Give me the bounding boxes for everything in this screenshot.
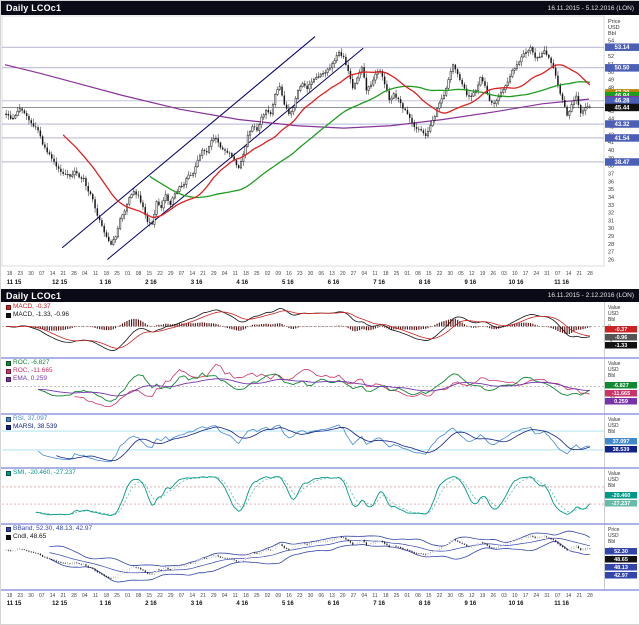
rsi-series-swatch-icon — [6, 424, 11, 430]
bband-series-label: Cndl, 48.65 — [13, 533, 47, 540]
roc-series-label: ROC, -6.827 — [13, 359, 50, 366]
roc-series-swatch-icon — [6, 376, 11, 382]
bband-series-label: BBand, 52.30, 48.13, 42.97 — [13, 525, 93, 532]
legend-item-rsi-1: MARSI, 38.539 — [6, 423, 57, 431]
roc-series-swatch-icon — [6, 368, 11, 374]
rsi-series-label: RSI, 37.097 — [13, 415, 48, 422]
indicator-chart-title: Daily LCOc1 — [6, 290, 62, 301]
indicator-chart-header: Daily LCOc1 16.11.2015 - 2.12.2016 (LON) — [1, 289, 639, 302]
legend-item-rsi-0: RSI, 37.097 — [6, 415, 57, 423]
smi-series-label: SMI, -20.460, -27.237 — [13, 469, 76, 476]
bband-series-swatch-icon — [6, 534, 11, 540]
indicator-chart-canvas[interactable] — [1, 302, 639, 608]
rsi-series-label: MARSI, 38.539 — [13, 423, 58, 430]
legend-item-macd-0: MACD, -0.37 — [6, 303, 69, 311]
legend-rsi: RSI, 37.097 MARSI, 38.539 — [6, 415, 57, 431]
roc-series-label: EMA, 0.259 — [13, 375, 47, 382]
price-chart-date-range: 16.11.2015 - 5.12.2016 (LON) — [547, 4, 634, 12]
legend-item-macd-1: MACD, -1.33, -0.96 — [6, 311, 69, 319]
smi-series-swatch-icon — [6, 470, 11, 476]
macd-series-label: MACD, -0.37 — [13, 303, 51, 310]
bband-series-swatch-icon — [6, 526, 11, 532]
roc-series-label: ROC, -11.665 — [13, 367, 53, 374]
rsi-series-swatch-icon — [6, 416, 11, 422]
indicator-chart-date-range: 16.11.2015 - 2.12.2016 (LON) — [547, 292, 634, 299]
macd-series-swatch-icon — [6, 304, 11, 310]
legend-roc: ROC, -6.827 ROC, -11.665 EMA, 0.259 — [6, 359, 53, 383]
legend-item-bband-1: Cndl, 48.65 — [6, 533, 92, 541]
legend-item-smi-0: SMI, -20.460, -27.237 — [6, 469, 76, 477]
legend-bband: BBand, 52.30, 48.13, 42.97 Cndl, 48.65 — [6, 525, 92, 541]
legend-item-bband-0: BBand, 52.30, 48.13, 42.97 — [6, 525, 92, 533]
legend-item-roc-2: EMA, 0.259 — [6, 375, 53, 383]
legend-smi: SMI, -20.460, -27.237 — [6, 469, 76, 477]
macd-series-label: MACD, -1.33, -0.96 — [13, 311, 69, 318]
legend-item-roc-0: ROC, -6.827 — [6, 359, 53, 367]
price-chart-title: Daily LCOc1 — [6, 3, 62, 13]
roc-series-swatch-icon — [6, 360, 11, 366]
legend-macd: MACD, -0.37 MACD, -1.33, -0.96 — [6, 303, 69, 319]
legend-item-roc-1: ROC, -11.665 — [6, 367, 53, 375]
macd-series-swatch-icon — [6, 312, 11, 318]
price-chart-canvas[interactable] — [1, 15, 639, 287]
price-chart-header: Daily LCOc1 16.11.2015 - 5.12.2016 (LON) — [1, 1, 639, 15]
